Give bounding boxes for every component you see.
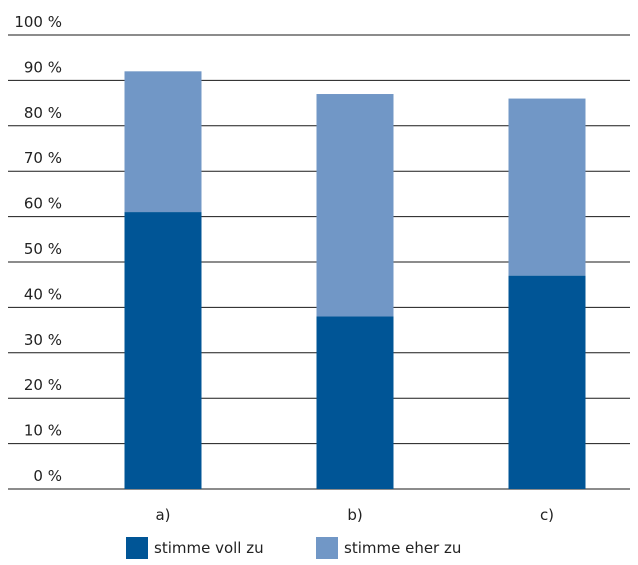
x-tick-label: c): [540, 506, 554, 524]
x-tick-label: b): [347, 506, 362, 524]
bar-a-series-0: [124, 212, 202, 489]
bar-b-series-1: [316, 94, 394, 317]
legend-label-stimme-voll-zu: stimme voll zu: [154, 539, 264, 557]
y-tick-label: 60 %: [24, 195, 62, 213]
bar-b-series-0: [316, 316, 394, 489]
y-tick-label: 20 %: [24, 376, 62, 394]
stacked-bar-chart: 0 % 10 % 20 % 30 % 40 % 50 % 60 % 70 % 80 % 90 % 1…: [8, 13, 630, 524]
x-tick-label: a): [155, 506, 170, 524]
y-tick-label: 40 %: [24, 285, 62, 303]
legend-item-stimme-eher-zu: stimme eher zu: [316, 536, 461, 560]
y-tick-label: 90 %: [24, 58, 62, 76]
y-tick-label: 10 %: [24, 422, 62, 440]
y-tick-label: 0 %: [33, 467, 62, 485]
legend-item-stimme-voll-zu: stimme voll zu: [126, 536, 264, 560]
legend-label-stimme-eher-zu: stimme eher zu: [344, 539, 462, 557]
legend: stimme voll zu stimme eher zu: [0, 536, 638, 560]
legend-swatch-stimme-voll-zu: [126, 537, 148, 559]
y-tick-label: 100 %: [14, 13, 62, 31]
bar-c-series-1: [508, 98, 586, 276]
bar-a-series-1: [124, 71, 202, 213]
bar-c-series-0: [508, 275, 586, 489]
y-tick-label: 30 %: [24, 331, 62, 349]
y-tick-label: 50 %: [24, 240, 62, 258]
legend-swatch-stimme-eher-zu: [316, 537, 338, 559]
y-tick-label: 80 %: [24, 104, 62, 122]
y-tick-label: 70 %: [24, 149, 62, 167]
